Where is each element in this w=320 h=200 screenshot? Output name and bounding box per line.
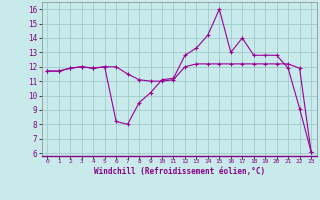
X-axis label: Windchill (Refroidissement éolien,°C): Windchill (Refroidissement éolien,°C) — [94, 167, 265, 176]
